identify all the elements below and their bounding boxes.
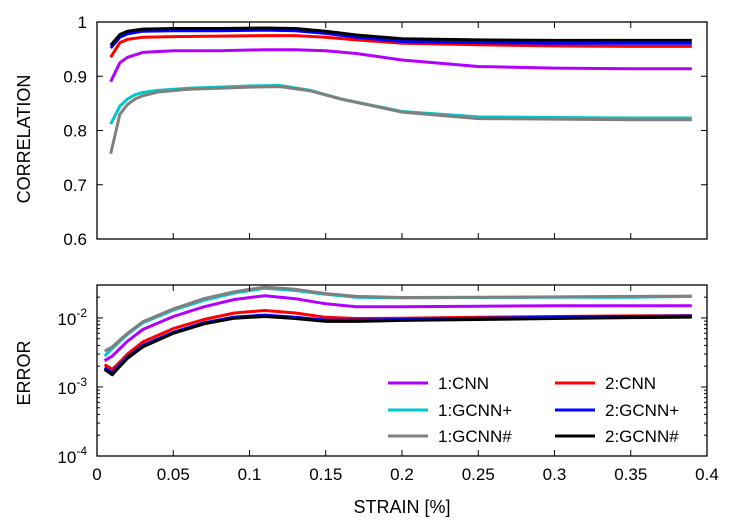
correlation-plot-frame	[96, 21, 708, 240]
correlation-y-tick-label: 0.7	[63, 176, 87, 195]
legend-label-2-gcnn: 2:GCNN+	[605, 401, 679, 420]
error-y-tick-label: 10-3	[57, 375, 87, 398]
x-tick-label: 0.4	[695, 465, 719, 484]
x-tick-label: 0.25	[462, 465, 495, 484]
correlation-lines	[109, 26, 692, 155]
correlation-panel: CORRELATION 0.6 0.7 0.8 0.9 1	[14, 13, 708, 249]
legend: 1:CNN 1:GCNN+ 1:GCNN# 2:CNN 2:GCNN+ 2:GCNN#	[388, 374, 679, 446]
error-line-2-gcnn	[103, 315, 692, 377]
correlation-y-tick-label: 0.6	[63, 230, 87, 249]
x-tick-label: 0.05	[157, 465, 190, 484]
error-panel: ERROR 0 0.05 0.1 0.15 0.2 0.25 0.3 0.35 0.4 10-4 1…	[14, 284, 719, 484]
legend-label-2-gcnn: 2:GCNN#	[605, 427, 679, 446]
error-y-tick-label: 10-4	[57, 444, 87, 467]
error-line-1-cnn	[103, 294, 692, 362]
correlation-line-1-cnn	[109, 48, 692, 83]
x-tick-label: 0.1	[238, 465, 262, 484]
x-tick-label: 0.15	[309, 465, 342, 484]
correlation-line-2-gcnn	[109, 26, 692, 47]
x-tick-label: 0.35	[614, 465, 647, 484]
legend-label-1-cnn: 1:CNN	[438, 374, 489, 393]
correlation-y-axis-label: CORRELATION	[14, 75, 34, 204]
error-y-tick-label: 10-2	[57, 306, 87, 329]
error-axes: 0 0.05 0.1 0.15 0.2 0.25 0.3 0.35 0.4 10-4 10-3 10-…	[57, 284, 719, 484]
x-axis-label: STRAIN [%]	[353, 497, 450, 517]
correlation-line-1-gcnn	[109, 85, 692, 155]
error-line-1-gcnn	[103, 285, 692, 353]
legend-label-1-gcnn: 1:GCNN+	[438, 401, 512, 420]
error-y-axis-label: ERROR	[14, 340, 34, 405]
correlation-y-tick-label: 1	[78, 13, 87, 32]
x-tick-label: 0	[92, 465, 101, 484]
correlation-y-tick-label: 0.9	[63, 67, 87, 86]
correlation-y-tick-label: 0.8	[63, 122, 87, 141]
x-tick-label: 0.3	[543, 465, 567, 484]
correlation-line-2-gcnn	[109, 28, 692, 49]
x-tick-label: 0.2	[390, 465, 414, 484]
correlation-axes: 0.6 0.7 0.8 0.9 1	[63, 13, 708, 249]
error-lines	[103, 285, 692, 377]
correlation-line-2-cnn	[109, 34, 692, 59]
legend-label-1-gcnn: 1:GCNN#	[438, 427, 512, 446]
legend-label-2-cnn: 2:CNN	[605, 374, 656, 393]
